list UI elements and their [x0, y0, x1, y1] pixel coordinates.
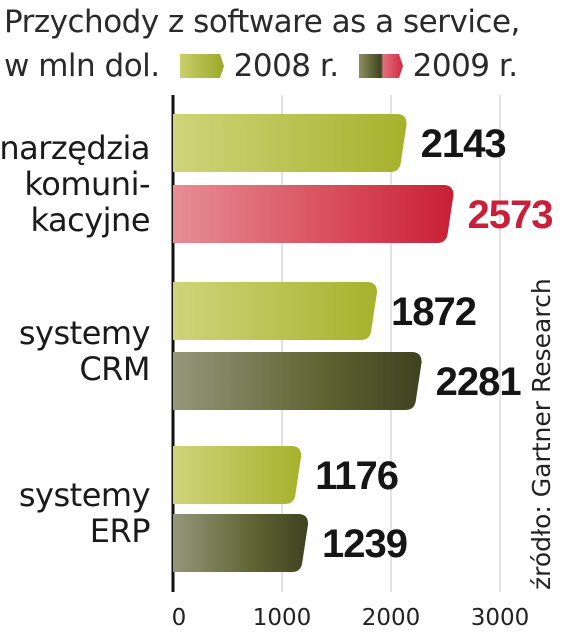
chart-title: Przychody z software as a service, [4, 4, 520, 40]
bar-2008-cat-1 [173, 282, 378, 340]
category-label-2-line-1: ERP [90, 512, 150, 550]
legend-swatch-2008 [179, 54, 224, 78]
x-tick-label-2000: 2000 [362, 605, 421, 631]
legend-label-2008: 2008 r. [233, 48, 340, 84]
bar-2008-cat-2 [173, 446, 302, 504]
unit-label: w mln dol. [4, 48, 160, 84]
category-label-0-line-0: narzędzia [0, 129, 150, 167]
legend-swatch-2009 [358, 54, 403, 78]
value-label-2009-cat-0: 2573 [467, 193, 552, 237]
x-tick-label-1000: 1000 [253, 605, 312, 631]
value-label-2009-cat-1: 2281 [436, 360, 522, 404]
value-label-2008-cat-0: 2143 [421, 122, 506, 166]
value-label-2009-cat-2: 1239 [322, 522, 407, 566]
bar-2009-cat-0 [173, 185, 454, 243]
bar-2008-cat-0 [173, 114, 407, 172]
category-label-1-line-1: CRM [79, 350, 150, 388]
legend-label-2009: 2009 r. [412, 48, 519, 84]
category-label-0-line-2: kacyjne [31, 201, 150, 239]
x-tick-label-0: 0 [172, 605, 187, 631]
bar-2009-cat-1 [173, 352, 422, 410]
value-label-2008-cat-1: 1872 [391, 290, 476, 334]
category-label-1-line-0: systemy [19, 314, 150, 352]
legend-row: w mln dol. 2008 r. 2009 r. [4, 44, 518, 88]
source-note: źródło: Gartner Research [527, 278, 556, 590]
x-tick-label-3000: 3000 [471, 605, 530, 631]
value-label-2008-cat-2: 1176 [315, 454, 398, 498]
category-label-2-line-0: systemy [19, 476, 150, 514]
bar-2009-cat-2 [173, 514, 309, 572]
category-label-0-line-1: komuni- [24, 165, 150, 203]
